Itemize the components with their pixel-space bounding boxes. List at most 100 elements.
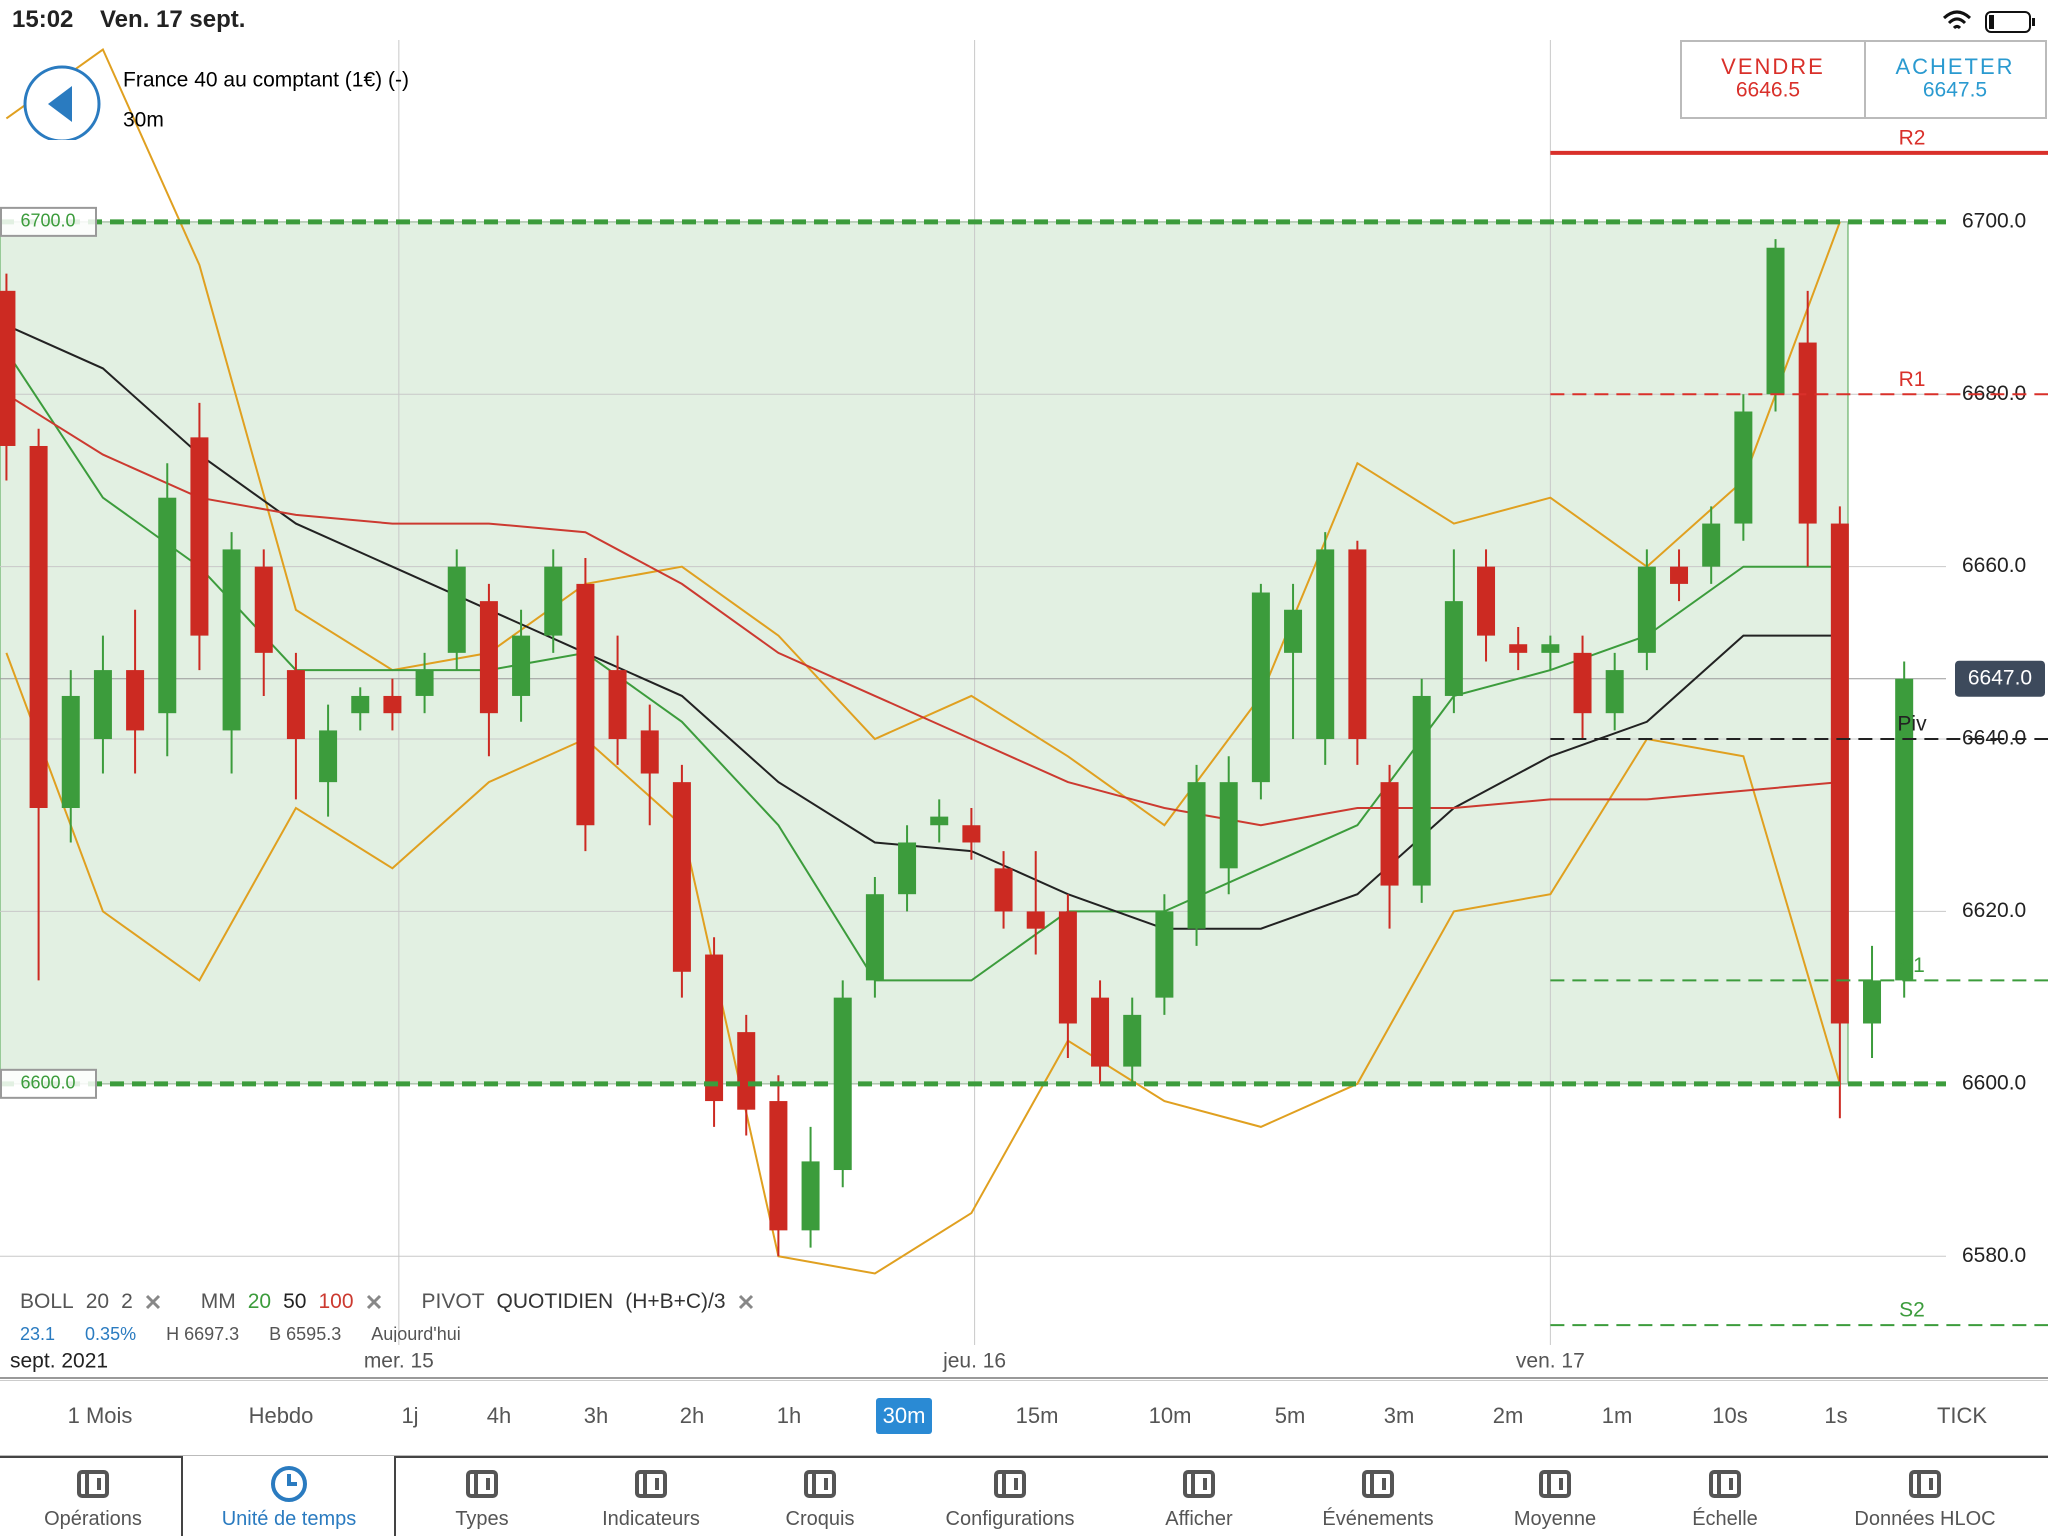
indicator-name: MM [200,1290,236,1313]
candle-body [351,695,370,714]
back-button[interactable] [23,65,101,140]
candle-body [672,782,691,972]
candle-body [930,816,949,826]
range-label-box [0,1068,97,1099]
buy-label: ACHETER [1895,54,2014,79]
indicator-stat: H 6697.3 [166,1323,240,1343]
x-tick-label: ven. 17 [1516,1350,1585,1373]
clock: 15:02 [12,6,74,33]
remove-indicator[interactable] [738,1294,754,1310]
remove-indicator[interactable] [366,1294,382,1310]
candle-body [1863,980,1882,1024]
candle-body [769,1101,788,1231]
indicator-name: BOLL [20,1290,74,1313]
timeframe-option[interactable]: 5m [1274,1403,1306,1428]
toolbar-icon [994,1470,1026,1498]
timeframe-bar: 1 Mois Hebdo 1j 4h 3h 2h 1h 30m 15m 10m 5m 3m 2m 1m 10… [0,1380,2048,1456]
candle-body [1605,670,1624,714]
buy-price: 6647.5 [1923,79,1987,102]
timeframe-option[interactable]: 10s [1712,1403,1748,1428]
timeframe-option-selected[interactable]: 30m [876,1398,932,1434]
pivot-label: S2 [1899,1299,1925,1322]
toolbar-item[interactable]: Croquis [725,1456,915,1536]
candle-body [126,670,145,731]
range-label: 6700.0 [20,211,75,231]
timeframe-option[interactable]: 3m [1383,1403,1415,1428]
timeframe-option[interactable]: 10m [1148,1403,1192,1428]
toolbar-icon [466,1470,498,1498]
candle-body [1573,652,1592,714]
x-tick-label: mer. 15 [364,1350,434,1373]
candle-body [801,1161,820,1231]
toolbar-item[interactable]: Indicateurs [556,1456,746,1536]
indicator-stats: 23.1 0.35% H 6697.3 B 6595.3 Aujourd'hui [20,1318,1020,1343]
toolbar-icon [1909,1470,1941,1498]
candle-body [1477,566,1496,636]
indicator-stat: 23.1 [20,1323,56,1343]
candle-body [865,894,884,981]
indicator-param: 100 [318,1290,354,1313]
timeframe-option[interactable]: 1h [776,1403,802,1428]
candle-body [93,670,112,740]
date: Ven. 17 sept. [100,6,246,33]
timeframe-option[interactable]: 1s [1824,1403,1848,1428]
candle-body [576,583,595,826]
timeframe-option[interactable]: TICK [1936,1403,1988,1428]
candle-body [1187,782,1206,929]
sell-price: 6646.5 [1736,79,1800,102]
range-label: 6600.0 [20,1073,75,1093]
candle-body [608,670,627,740]
indicator-name: PIVOT [421,1290,485,1313]
timeframe-option[interactable]: Hebdo [248,1403,314,1428]
toolbar-item-selected[interactable]: Unité de temps [194,1456,384,1536]
candle-body [222,549,241,731]
timeframe-option[interactable]: 2h [679,1403,705,1428]
candle-body [319,730,338,783]
candle-body [286,670,305,740]
timeframe-option[interactable]: 1 Mois [67,1403,133,1428]
timeframe-option[interactable]: 4h [486,1403,512,1428]
indicator-bar: BOLL 20 2 MM 20 50 100 PIVOT QUOTIDIEN (H+B+C)/3 … [20,1286,1020,1342]
toolbar-border [396,1456,2048,1458]
candle-body [447,566,466,653]
toolbar-label: Types [455,1508,509,1530]
candle-body [1251,592,1270,783]
range-label-box [0,206,97,237]
candle-body [640,730,659,774]
indicator-stat: B 6595.3 [269,1323,342,1343]
timeframe-option[interactable]: 1m [1601,1403,1633,1428]
indicator-stat: 0.35% [85,1323,137,1343]
candle-body [383,695,402,714]
toolbar-item[interactable]: Configurations [915,1456,1105,1536]
toolbar-item[interactable]: Données HLOC [1830,1456,2020,1536]
pivot-label: R1 [1899,368,1926,391]
timeframe-option[interactable]: 2m [1492,1403,1524,1428]
toolbar-item[interactable]: Événements [1283,1456,1473,1536]
status-bar: 15:02 Ven. 17 sept. [0,0,2048,40]
toolbar-icon [271,1466,307,1502]
candle-body [1348,549,1367,740]
chart: 6580.06600.06620.06640.06660.06680.06700… [0,40,2048,1379]
toolbar-item[interactable]: Échelle [1630,1456,1820,1536]
timeframe-option[interactable]: 1j [401,1403,419,1428]
toolbar-label: Opérations [44,1508,142,1530]
toolbar-item[interactable]: Afficher [1104,1456,1294,1536]
toolbar-item[interactable]: Types [387,1456,577,1536]
candle-body [1026,911,1045,929]
candle-body [1670,566,1689,584]
timeframe-option[interactable]: 3h [583,1403,609,1428]
toolbar-label: Indicateurs [602,1508,700,1530]
toolbar-item[interactable]: Moyenne [1460,1456,1650,1536]
instrument-name: France 40 au comptant (1€) (-) [123,69,409,92]
indicator-group: MM 20 50 100 [201,1290,382,1314]
candle-body [1830,523,1849,1024]
sell-button[interactable]: VENDRE 6646.5 [1680,40,1866,119]
remove-indicator[interactable] [145,1294,161,1310]
toolbar-icon [1183,1470,1215,1498]
buy-button[interactable]: ACHETER 6647.5 [1864,40,2047,119]
candle-body [1123,1014,1142,1067]
toolbar-label: Échelle [1692,1508,1758,1530]
timeframe-option[interactable]: 15m [1015,1403,1059,1428]
candle-body [1380,782,1399,886]
toolbar-item[interactable]: Opérations [0,1456,188,1536]
